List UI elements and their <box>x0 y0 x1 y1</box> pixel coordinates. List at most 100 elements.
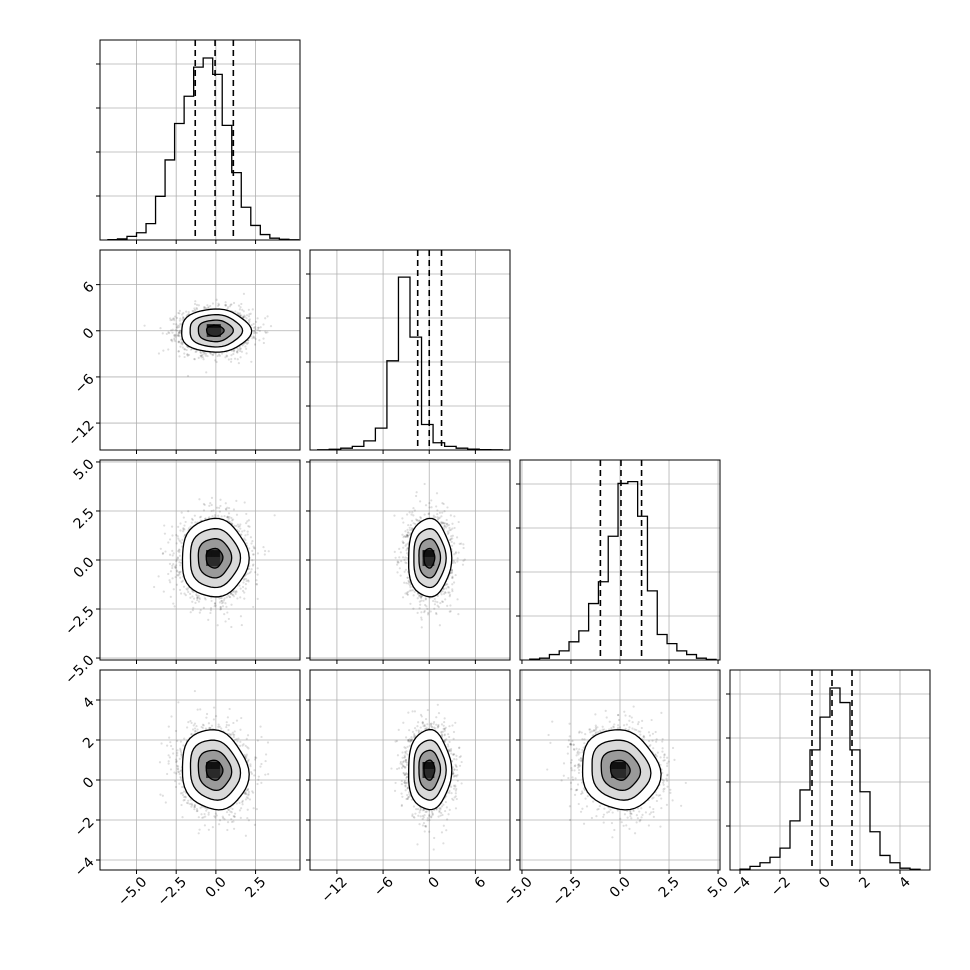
scatter-point <box>445 583 448 586</box>
scatter-point <box>406 528 409 531</box>
scatter-point <box>179 522 182 525</box>
scatter-point <box>441 590 444 593</box>
scatter-point <box>177 341 180 344</box>
scatter-point <box>252 605 255 609</box>
scatter-point <box>406 556 409 560</box>
scatter-point <box>245 542 248 545</box>
scatter-point <box>192 597 196 600</box>
grid-2-1 <box>310 460 510 660</box>
scatter-point <box>244 755 247 758</box>
scatter-point <box>231 731 234 734</box>
scatter-point <box>177 349 180 353</box>
scatter-point <box>251 337 254 340</box>
scatter-point <box>253 774 256 777</box>
scatter-point <box>412 607 415 610</box>
scatter-point <box>232 733 235 736</box>
scatter-point <box>246 520 249 523</box>
scatter-point <box>232 820 235 823</box>
scatter-point <box>264 759 267 763</box>
scatter-point <box>167 541 170 544</box>
scatter-point <box>169 570 173 573</box>
scatter-point <box>178 335 181 338</box>
scatter-point <box>250 324 253 327</box>
scatter-point <box>424 598 427 601</box>
scatter-point <box>238 347 242 351</box>
scatter-point <box>238 308 241 311</box>
scatter-point <box>232 508 236 511</box>
scatter-point <box>236 351 239 354</box>
scatter-point <box>451 575 454 578</box>
scatter-point <box>253 343 257 346</box>
scatter-point <box>446 604 449 607</box>
scatter-point <box>418 519 421 522</box>
scatter-point <box>177 574 180 577</box>
scatter-point <box>241 315 245 319</box>
scatter-point <box>180 785 184 789</box>
scatter-point <box>178 324 181 327</box>
scatter-point <box>412 507 415 510</box>
y-tick-label: −2.5 <box>62 603 97 638</box>
scatter-point <box>254 331 257 334</box>
scatter-point <box>435 612 438 616</box>
scatter-point <box>234 310 237 313</box>
scatter-point <box>445 522 448 525</box>
scatter-point <box>405 549 408 552</box>
scatter-point <box>195 810 199 813</box>
scatter-point <box>462 543 465 546</box>
scatter-point <box>245 579 248 583</box>
density-pixel <box>212 327 221 337</box>
scatter-point <box>443 524 446 528</box>
scatter-point <box>247 819 250 822</box>
scatter-point <box>209 611 212 615</box>
scatter-point <box>413 590 416 593</box>
scatter-point <box>236 523 239 526</box>
scatter-point <box>216 304 220 307</box>
scatter-point <box>239 740 242 743</box>
scatter-point <box>215 360 218 364</box>
scatter-point <box>236 311 239 314</box>
scatter-point <box>239 728 242 731</box>
scatter-point <box>175 760 178 763</box>
scatter-point <box>246 808 249 811</box>
scatter-point <box>169 317 172 320</box>
scatter-point <box>190 721 193 725</box>
scatter-point <box>214 604 217 607</box>
scatter-point <box>210 509 213 513</box>
scatter-point <box>243 314 246 317</box>
scatter-point <box>220 602 224 605</box>
scatter-point <box>167 762 170 765</box>
scatter-point <box>216 354 219 358</box>
scatter-point <box>222 816 225 820</box>
scatter-point <box>246 816 249 820</box>
scatter-point <box>248 318 251 321</box>
scatter-point <box>193 808 196 811</box>
scatter-point <box>227 506 231 510</box>
scatter-point <box>227 724 231 727</box>
scatter-point <box>177 525 180 528</box>
scatter-point <box>264 331 268 334</box>
scatter-point <box>243 591 246 594</box>
scatter-point <box>209 609 213 612</box>
scatter-point <box>418 595 421 598</box>
scatter-point <box>207 722 211 725</box>
scatter-point <box>404 568 408 571</box>
scatter-point <box>407 531 410 534</box>
scatter-point <box>396 561 399 564</box>
histogram-1 <box>317 276 503 450</box>
scatter-point <box>406 534 409 537</box>
scatter-point <box>212 509 215 512</box>
scatter-point <box>450 569 453 572</box>
scatter-point <box>183 524 186 527</box>
scatter-point <box>229 592 232 595</box>
scatter-point <box>457 520 460 524</box>
scatter-point <box>174 785 178 789</box>
scatter-point <box>195 594 199 597</box>
scatter-point <box>179 792 183 795</box>
scatter-point <box>238 801 241 804</box>
scatter-point <box>219 596 222 599</box>
scatter-point <box>401 517 404 520</box>
scatter-point <box>412 514 415 517</box>
scatter-point <box>441 600 445 603</box>
scatter-point <box>419 596 423 600</box>
scatter-point <box>245 341 248 344</box>
